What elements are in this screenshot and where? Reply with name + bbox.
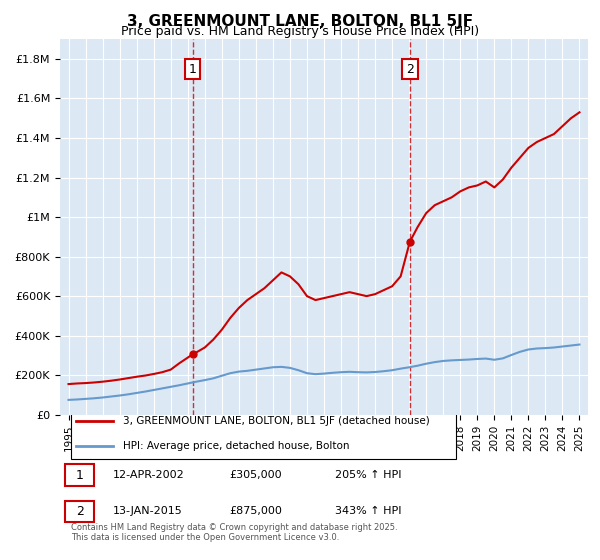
FancyBboxPatch shape: [65, 501, 94, 522]
Text: Price paid vs. HM Land Registry's House Price Index (HPI): Price paid vs. HM Land Registry's House …: [121, 25, 479, 38]
Text: 1: 1: [188, 63, 196, 76]
Text: £875,000: £875,000: [229, 506, 282, 516]
Text: £305,000: £305,000: [229, 470, 281, 480]
Text: 2: 2: [76, 505, 84, 518]
FancyBboxPatch shape: [65, 464, 94, 486]
Text: HPI: Average price, detached house, Bolton: HPI: Average price, detached house, Bolt…: [124, 441, 350, 451]
Text: 205% ↑ HPI: 205% ↑ HPI: [335, 470, 401, 480]
Text: 12-APR-2002: 12-APR-2002: [113, 470, 185, 480]
Text: 2: 2: [406, 63, 414, 76]
FancyBboxPatch shape: [71, 405, 456, 459]
Text: 13-JAN-2015: 13-JAN-2015: [113, 506, 182, 516]
Text: 3, GREENMOUNT LANE, BOLTON, BL1 5JF: 3, GREENMOUNT LANE, BOLTON, BL1 5JF: [127, 14, 473, 29]
Text: 343% ↑ HPI: 343% ↑ HPI: [335, 506, 401, 516]
Text: 1: 1: [76, 469, 84, 482]
Text: Contains HM Land Registry data © Crown copyright and database right 2025.
This d: Contains HM Land Registry data © Crown c…: [71, 522, 397, 542]
Text: 3, GREENMOUNT LANE, BOLTON, BL1 5JF (detached house): 3, GREENMOUNT LANE, BOLTON, BL1 5JF (det…: [124, 417, 430, 426]
